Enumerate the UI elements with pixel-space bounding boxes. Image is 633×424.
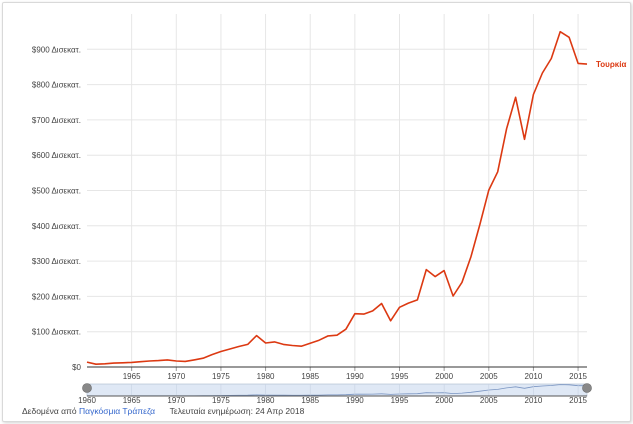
range-tick-label: 1985 [301, 396, 319, 405]
range-tick-label: 1970 [167, 396, 185, 405]
y-tick-label: $100 Δισεκατ. [32, 328, 81, 337]
range-tick-label: 2000 [435, 396, 453, 405]
range-tick-label: 1960 [78, 396, 96, 405]
y-tick-label: $700 Δισεκατ. [32, 116, 81, 125]
series-layer: Τουρκία [86, 30, 626, 366]
range-tick-label: 2015 [569, 396, 587, 405]
range-left-handle[interactable] [82, 383, 92, 393]
y-tick-label: $0 [72, 363, 81, 372]
x-tick-label: 1970 [167, 372, 185, 381]
range-right-handle[interactable] [582, 383, 592, 393]
y-tick-label: $400 Δισεκατ. [32, 222, 81, 231]
series-line[interactable] [86, 30, 588, 366]
x-tick-label: 1995 [391, 372, 409, 381]
x-tick-label: 1990 [346, 372, 364, 381]
source-link[interactable]: Παγκόσμια Τράπεζα [79, 406, 156, 416]
range-tick-label: 1975 [212, 396, 230, 405]
x-tick-label: 1985 [301, 372, 319, 381]
x-tick-label: 2015 [569, 372, 587, 381]
y-tick-label: $900 Δισεκατ. [32, 45, 81, 54]
y-axis-tick-labels: $0 $100 Δισεκατ. $200 Δισεκατ. $300 Δισεκατ… [32, 45, 82, 372]
y-tick-label: $600 Δισεκατ. [32, 151, 81, 160]
y-tick-label: $300 Δισεκατ. [32, 257, 81, 266]
chart-footer: Δεδομένα από Παγκόσμια Τράπεζα Τελευταία… [22, 406, 304, 416]
y-tick-label: $200 Δισεκατ. [32, 292, 81, 301]
x-tick-label: 1975 [212, 372, 230, 381]
source-prefix: Δεδομένα από [22, 406, 77, 416]
last-updated: Τελευταία ενημέρωση: 24 Απρ 2018 [169, 406, 305, 416]
x-axis-tick-labels: 1965 1970 1975 1980 1985 1990 1995 2000 2005 2010… [123, 372, 588, 381]
x-tick-label: 1965 [123, 372, 141, 381]
range-tick-label: 1995 [391, 396, 409, 405]
range-tick-label: 1980 [257, 396, 275, 405]
range-tick-label: 2010 [525, 396, 543, 405]
range-tick-label: 2005 [480, 396, 498, 405]
x-tick-label: 2010 [525, 372, 543, 381]
range-tick-label: 1965 [123, 396, 141, 405]
y-tick-label: $500 Δισεκατ. [32, 187, 81, 196]
series-end-label: Τουρκία [596, 60, 626, 69]
range-track[interactable] [86, 383, 588, 397]
x-tick-label: 2005 [480, 372, 498, 381]
x-tick-label: 1980 [257, 372, 275, 381]
y-tick-label: $800 Δισεκατ. [32, 81, 81, 90]
range-selector[interactable]: 1960 1965 1970 1975 1980 1985 1990 1995 2000 2005… [78, 383, 592, 406]
x-tick-label: 2000 [435, 372, 453, 381]
range-tick-label: 1990 [346, 396, 364, 405]
gridlines [87, 14, 587, 371]
